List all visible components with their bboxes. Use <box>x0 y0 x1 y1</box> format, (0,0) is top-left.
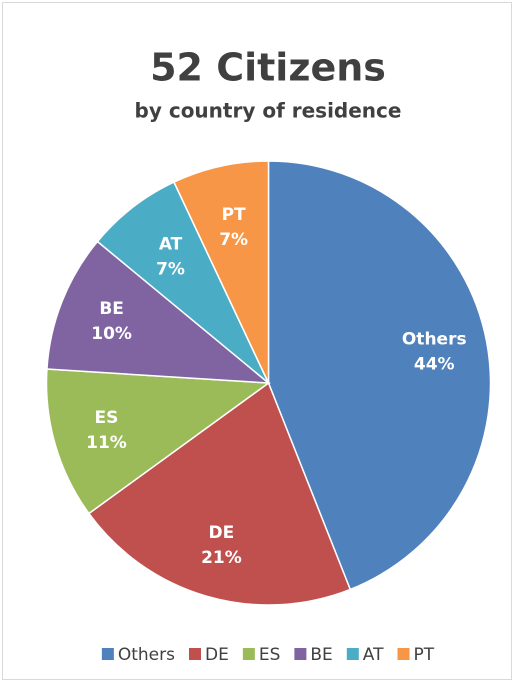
slice-category: DE <box>209 523 235 543</box>
pie-slice <box>267 160 492 591</box>
legend-swatch <box>294 648 307 660</box>
legend-swatch <box>346 648 359 660</box>
legend-label: BE <box>310 645 332 665</box>
slice-category: Others <box>402 329 467 349</box>
slice-value: 44% <box>414 354 455 374</box>
legend-swatch <box>242 648 255 660</box>
legend-swatch <box>189 648 201 660</box>
pie-slice <box>45 368 271 515</box>
legend-label: AT <box>363 645 384 665</box>
chart-subtitle: by country of residence <box>135 99 402 123</box>
chart-title: 52 Citizens <box>150 46 386 90</box>
slice-value: 10% <box>91 324 132 344</box>
slice-value: 7% <box>156 260 185 280</box>
slice-category: PT <box>222 205 246 225</box>
pie-slice <box>46 240 271 384</box>
slice-category: AT <box>159 235 183 255</box>
slice-category: BE <box>99 299 124 319</box>
slice-value: 11% <box>86 433 127 453</box>
legend-swatch <box>101 648 114 660</box>
slice-category: ES <box>95 408 119 428</box>
slice-value: 21% <box>201 548 242 568</box>
legend-label: Others <box>118 645 175 665</box>
legend-label: ES <box>259 645 281 665</box>
pie-slice <box>87 381 352 606</box>
legend-label: DE <box>205 645 229 665</box>
slice-value: 7% <box>219 230 248 250</box>
legend-swatch <box>397 648 410 660</box>
pie-slice <box>172 160 270 384</box>
legend-label: PT <box>414 645 435 665</box>
